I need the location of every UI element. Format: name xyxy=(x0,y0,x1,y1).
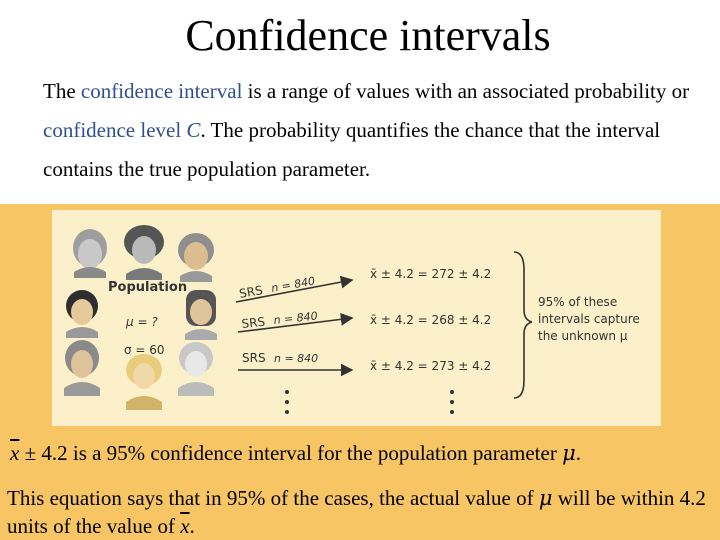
intro-paragraph: The confidence interval is a range of va… xyxy=(43,72,703,189)
xbar-symbol: x xyxy=(180,514,190,538)
srs-label: SRS xyxy=(238,283,264,301)
face-icon xyxy=(66,290,98,338)
arrow-icon xyxy=(235,275,354,303)
population-faces xyxy=(64,225,217,410)
interpretation-statement: This equation says that in 95% of the ca… xyxy=(7,484,713,540)
sampling-figure: Population μ = ? σ = 60 SRS n = 840 x̄ ±… xyxy=(52,210,661,426)
interpretation-end: . xyxy=(189,514,195,538)
brace-icon xyxy=(513,251,533,399)
face-icon xyxy=(185,290,217,340)
intro-text-3: . The probability quantifies the chance … xyxy=(43,118,661,181)
capture-note-line-3: the unknown μ xyxy=(538,329,628,343)
srs-sample-size: n = 840 xyxy=(273,309,318,327)
population-label: Population xyxy=(108,280,187,295)
term-confidence-interval: confidence interval xyxy=(80,79,243,103)
slide-title: Confidence intervals xyxy=(185,11,551,60)
interval-statement: x ± 4.2 is a 95% confidence interval for… xyxy=(10,438,710,468)
capture-note-line-2: intervals capture xyxy=(538,312,640,326)
srs-label: SRS xyxy=(241,315,266,331)
srs-row-3: SRS n = 840 x̄ ± 4.2 = 273 ± 4.2 xyxy=(238,351,491,377)
term-confidence-level-var: C xyxy=(186,118,201,142)
interval-statement-end: . xyxy=(575,441,581,465)
sampling-diagram: Population μ = ? σ = 60 SRS n = 840 x̄ ±… xyxy=(64,225,640,414)
face-icon xyxy=(126,354,162,410)
face-icon xyxy=(124,225,164,280)
interpretation-text-1: This equation says that in 95% of the ca… xyxy=(7,486,539,510)
srs-row-2: SRS n = 840 x̄ ± 4.2 = 268 ± 4.2 xyxy=(237,309,491,333)
interval-result: x̄ ± 4.2 = 268 ± 4.2 xyxy=(370,313,491,327)
term-confidence-level: confidence level xyxy=(43,118,187,142)
interval-statement-text: ± 4.2 is a 95% confidence interval for t… xyxy=(19,441,563,465)
intro-text-1: The xyxy=(43,79,81,103)
interval-result: x̄ ± 4.2 = 272 ± 4.2 xyxy=(370,267,491,281)
capture-note-line-1: 95% of these xyxy=(538,295,617,309)
mu-symbol: μ xyxy=(562,441,576,465)
srs-row-1: SRS n = 840 x̄ ± 4.2 = 272 ± 4.2 xyxy=(235,267,491,303)
xbar-symbol: x xyxy=(10,441,20,465)
mu-symbol: μ xyxy=(538,486,553,510)
face-icon xyxy=(73,229,107,278)
intro-text-2: is a range of values with an associated … xyxy=(242,79,690,103)
sigma-label: σ = 60 xyxy=(124,343,165,357)
srs-sample-size: n = 840 xyxy=(274,352,318,365)
face-icon xyxy=(178,233,214,282)
arrow-icon xyxy=(237,313,354,333)
interpretation-text-2: will be within 4.2 units of the value of xyxy=(7,486,706,538)
interval-result: x̄ ± 4.2 = 273 ± 4.2 xyxy=(370,359,491,373)
srs-label: SRS xyxy=(242,351,266,365)
mu-label: μ = ? xyxy=(125,315,158,329)
face-icon xyxy=(64,340,100,396)
face-icon xyxy=(178,342,214,396)
continuation-dots xyxy=(285,390,454,414)
